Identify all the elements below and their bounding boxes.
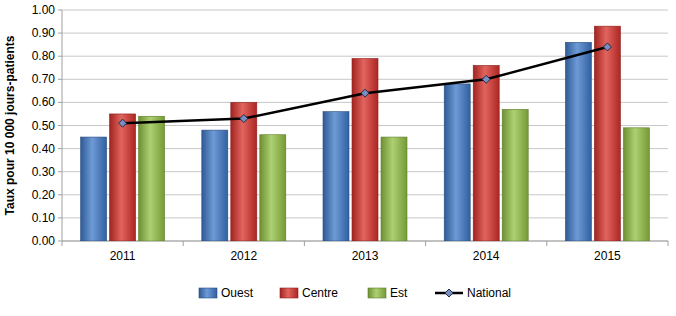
bar xyxy=(352,59,378,241)
y-tick-label: 0.40 xyxy=(32,142,56,156)
x-tick-label: 2012 xyxy=(230,249,257,263)
line-marker xyxy=(240,115,248,123)
y-tick-label: 0.60 xyxy=(32,95,56,109)
legend-item: Centre xyxy=(280,286,338,300)
legend-label: Ouest xyxy=(221,286,254,300)
x-separator xyxy=(546,241,547,246)
legend-item: Ouest xyxy=(199,286,254,300)
bar xyxy=(594,26,620,241)
bar xyxy=(81,137,107,241)
bar xyxy=(381,137,407,241)
y-tick-label: 0.70 xyxy=(32,72,56,86)
bar xyxy=(139,116,165,241)
y-axis-label: Taux pour 10 000 jours-patients xyxy=(3,35,17,215)
y-axis xyxy=(62,10,63,241)
bar xyxy=(473,65,499,241)
y-tick xyxy=(58,79,62,80)
grid-line xyxy=(62,33,668,34)
x-tick-label: 2015 xyxy=(594,249,621,263)
y-tick xyxy=(58,102,62,103)
bar xyxy=(565,42,591,241)
bar xyxy=(502,109,528,241)
x-tick-label: 2014 xyxy=(473,249,500,263)
bar xyxy=(444,84,470,241)
x-separator xyxy=(183,241,184,246)
y-tick-label: 0.20 xyxy=(32,188,56,202)
marks xyxy=(81,26,650,241)
legend-item: Est xyxy=(368,286,408,300)
y-tick xyxy=(58,241,62,242)
chart-svg: 0.00 0.10 0.20 0.30 0.40 0.50 0.60 0.70 0.80 0.90… xyxy=(0,0,676,316)
y-tick-label: 0.30 xyxy=(32,165,56,179)
x-tick-label: 2011 xyxy=(110,249,136,263)
legend: Ouest Centre Est National xyxy=(199,286,511,300)
bar xyxy=(260,135,286,241)
legend-label: National xyxy=(467,286,511,300)
y-tick xyxy=(58,125,62,126)
y-tick xyxy=(58,194,62,195)
y-tick xyxy=(58,56,62,57)
y-tick xyxy=(58,33,62,34)
y-tick xyxy=(58,10,62,11)
line-marker xyxy=(603,43,611,51)
x-separator xyxy=(62,241,63,246)
legend-marker xyxy=(445,289,453,297)
y-tick-label: 1.00 xyxy=(32,3,56,17)
legend-label: Est xyxy=(390,286,408,300)
y-tick xyxy=(58,148,62,149)
bar xyxy=(623,128,649,241)
line xyxy=(123,47,608,123)
line-marker xyxy=(119,119,127,127)
y-tick-label: 0.80 xyxy=(32,49,56,63)
x-tick-label: 2013 xyxy=(352,249,379,263)
y-tick-label: 0.50 xyxy=(32,119,56,133)
chart-container: 0.00 0.10 0.20 0.30 0.40 0.50 0.60 0.70 0.80 0.90… xyxy=(0,0,676,316)
bar xyxy=(323,112,349,241)
grid-line xyxy=(62,10,668,11)
legend-swatch xyxy=(368,288,386,298)
line-marker xyxy=(482,75,490,83)
legend-label: Centre xyxy=(302,286,338,300)
x-separator xyxy=(668,241,669,246)
y-tick xyxy=(58,171,62,172)
y-tick-label: 0.90 xyxy=(32,26,56,40)
bar xyxy=(231,102,257,241)
y-tick xyxy=(58,217,62,218)
legend-swatch xyxy=(199,288,217,298)
x-separator xyxy=(425,241,426,246)
x-separator xyxy=(304,241,305,246)
bar xyxy=(202,130,228,241)
line-marker xyxy=(361,89,369,97)
y-tick-label: 0.10 xyxy=(32,211,56,225)
legend-swatch xyxy=(280,288,298,298)
y-tick-label: 0.00 xyxy=(32,234,56,248)
bar xyxy=(110,114,136,241)
legend-item: National xyxy=(435,286,511,300)
